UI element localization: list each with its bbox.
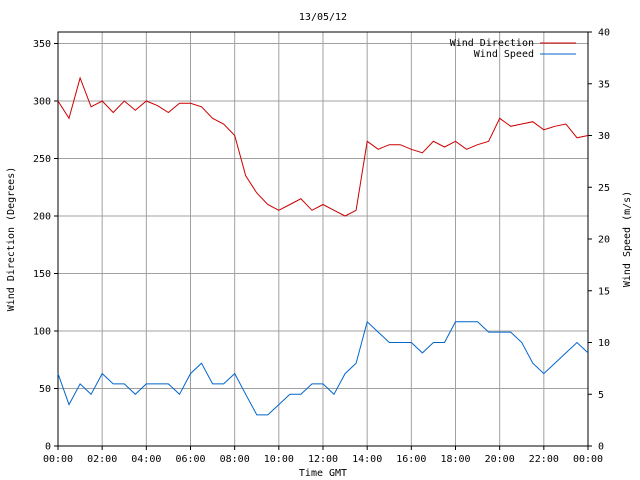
y-right-tick-label: 0 (598, 442, 604, 453)
y-right-tick-label: 20 (598, 235, 610, 246)
y-right-tick-label: 30 (598, 131, 610, 142)
x-tick-label: 18:00 (440, 454, 470, 465)
x-tick-label: 22:00 (529, 454, 559, 465)
grid (58, 32, 588, 446)
series-line-wind-direction (57, 76, 589, 217)
x-tick-label: 06:00 (175, 454, 205, 465)
legend-label-wind-speed: Wind Speed (474, 49, 534, 60)
y-axis-right-title: Wind Speed (m/s) (622, 191, 633, 287)
y-left-tick-label: 350 (33, 39, 51, 50)
x-axis-title: Time GMT (299, 468, 347, 479)
y-left-tick-label: 50 (39, 384, 51, 395)
y-left-tick-label: 150 (33, 269, 51, 280)
x-tick-label: 00:00 (573, 454, 603, 465)
y-left-tick-label: 0 (45, 442, 51, 453)
series-line-wind-speed (57, 320, 589, 416)
x-tick-label: 08:00 (220, 454, 250, 465)
x-tick-label: 20:00 (485, 454, 515, 465)
x-tick-label: 14:00 (352, 454, 382, 465)
y-right-tick-label: 5 (598, 390, 604, 401)
series-layer (57, 76, 589, 416)
y-right-tick-label: 10 (598, 338, 610, 349)
chart-title: 13/05/12 (299, 12, 347, 23)
x-tick-label: 16:00 (396, 454, 426, 465)
y-left-tick-label: 300 (33, 97, 51, 108)
x-tick-label: 04:00 (131, 454, 161, 465)
y-right-tick-label: 15 (598, 286, 610, 297)
x-tick-label: 10:00 (264, 454, 294, 465)
y-left-tick-label: 250 (33, 154, 51, 165)
y-axis-left-title: Wind Direction (Degrees) (6, 167, 17, 312)
y-left-tick-label: 200 (33, 212, 51, 223)
y-right-tick-label: 35 (598, 79, 610, 90)
y-left-tick-label: 100 (33, 327, 51, 338)
x-tick-label: 12:00 (308, 454, 338, 465)
legend: Wind Direction Wind Speed (450, 38, 576, 60)
x-tick-label: 00:00 (43, 454, 73, 465)
y-right-tick-label: 25 (598, 183, 610, 194)
y-right-tick-label: 40 (598, 28, 610, 39)
axis-ticks: 00:00 02:00 04:00 06:00 08:00 10:00 12:00 14:00… (33, 28, 610, 466)
legend-label-wind-direction: Wind Direction (450, 38, 534, 49)
x-tick-label: 02:00 (87, 454, 117, 465)
